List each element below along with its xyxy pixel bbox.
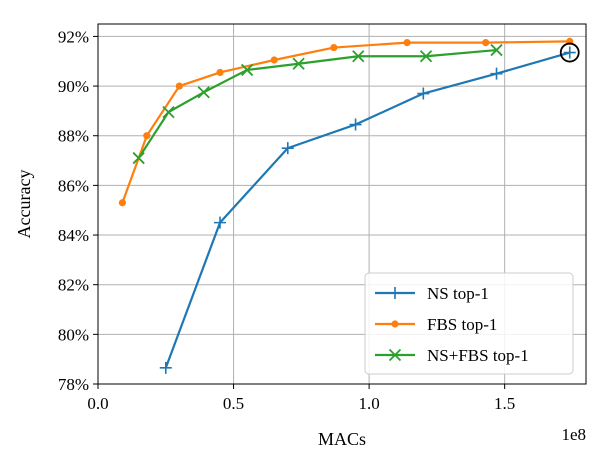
- grid: [97, 24, 586, 385]
- y-tick-label: 90%: [58, 77, 89, 96]
- series-fbs-top-1: [118, 37, 574, 207]
- x-axis-label: MACs: [318, 429, 366, 449]
- data-point: [417, 87, 430, 100]
- x-tick-label: 0.0: [87, 394, 108, 413]
- data-point: [162, 106, 175, 119]
- y-tick-label: 92%: [58, 27, 89, 46]
- data-point: [240, 63, 254, 77]
- x-offset-label: 1e8: [561, 425, 586, 444]
- series-ns-fbs-top-1: [132, 43, 503, 165]
- plot-frame: [97, 23, 587, 385]
- data-point: [292, 57, 305, 70]
- data-point: [490, 43, 503, 57]
- ticks: 0.0 0.5 1.0 1.5 78% 80% 82% 84% 86% 88% 90% 92%: [58, 27, 515, 413]
- data-point: [197, 86, 210, 99]
- y-tick-label: 86%: [58, 176, 89, 195]
- data-point: [349, 118, 362, 131]
- highlight-circle: [559, 42, 580, 63]
- series-layer: [118, 37, 580, 374]
- x-tick-label: 0.5: [223, 394, 244, 413]
- x-tick-label: 1.5: [494, 394, 515, 413]
- data-point: [490, 67, 503, 80]
- x-tick-label: 1.0: [358, 394, 379, 413]
- legend-label: NS top-1: [427, 284, 489, 303]
- data-point: [281, 142, 294, 155]
- data-point: [389, 287, 401, 299]
- y-tick-label: 84%: [58, 226, 89, 245]
- data-point: [175, 82, 183, 90]
- legend-label: FBS top-1: [427, 315, 497, 334]
- legend-label: NS+FBS top-1: [427, 346, 529, 365]
- y-tick-label: 78%: [58, 375, 89, 394]
- data-point: [270, 56, 278, 64]
- data-point: [159, 361, 172, 374]
- y-axis-label: Accuracy: [14, 170, 34, 239]
- data-point: [214, 216, 226, 229]
- data-point: [391, 320, 399, 328]
- y-tick-label: 80%: [58, 325, 89, 344]
- data-point: [403, 39, 411, 47]
- series-line: [137, 48, 497, 159]
- data-point: [132, 151, 145, 165]
- legend-item: NS+FBS top-1: [375, 346, 529, 365]
- data-point: [330, 43, 338, 52]
- data-point: [118, 199, 126, 207]
- data-point: [563, 46, 576, 59]
- legend: NS top-1 FBS top-1 NS+FBS top-1: [364, 272, 574, 375]
- legend-box: [364, 272, 574, 375]
- legend-item: NS top-1: [375, 284, 489, 303]
- data-point: [143, 132, 151, 140]
- data-point: [388, 348, 402, 362]
- y-tick-label: 88%: [58, 127, 89, 146]
- data-point: [419, 50, 433, 63]
- data-point: [216, 68, 224, 77]
- data-point: [482, 39, 490, 47]
- legend-item: FBS top-1: [375, 315, 497, 334]
- series-ns-top-1: [159, 46, 576, 374]
- data-point: [352, 50, 365, 63]
- y-tick-label: 82%: [58, 276, 89, 295]
